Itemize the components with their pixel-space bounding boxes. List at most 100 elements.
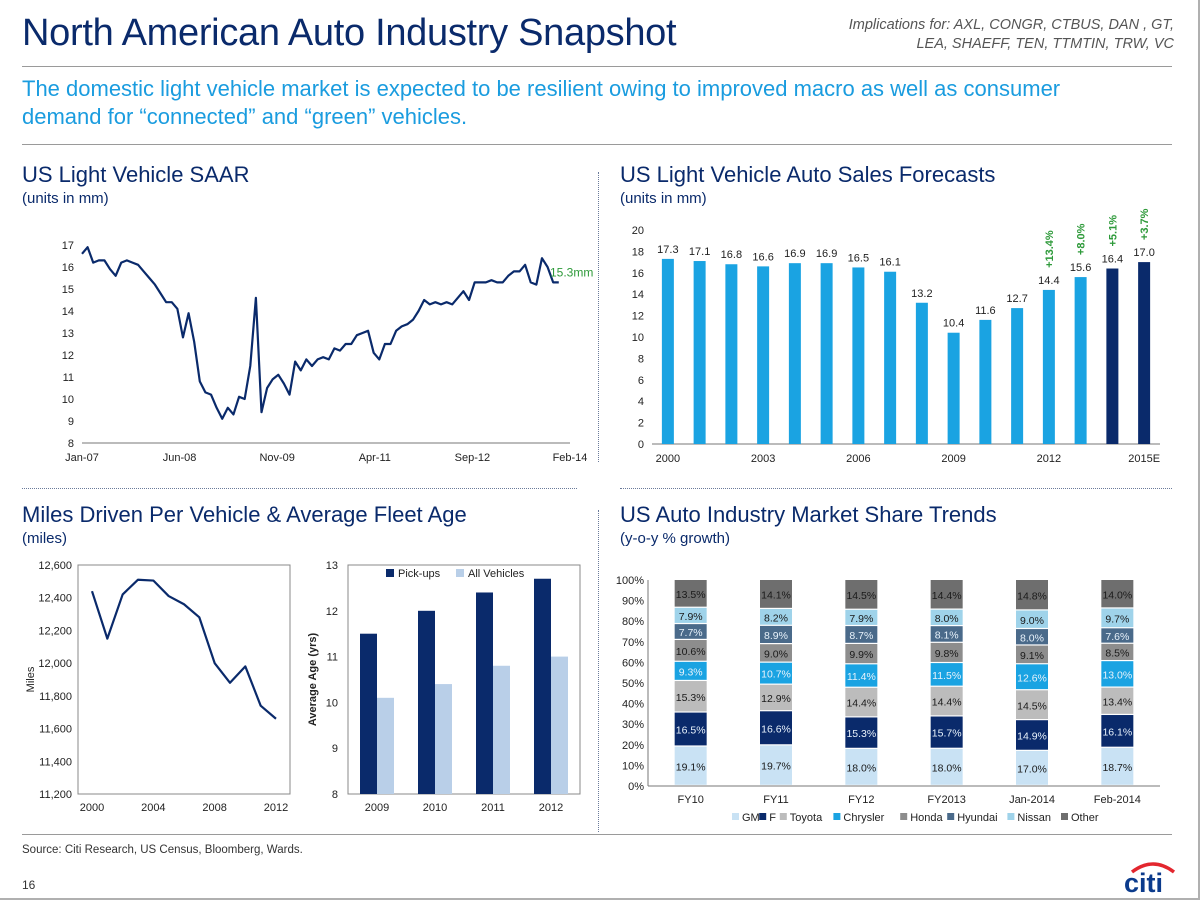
saar-y-tick-label: 11 bbox=[63, 372, 74, 384]
saar-title: US Light Vehicle SAAR bbox=[22, 162, 250, 187]
implications-line-1: Implications for: AXL, CONGR, CTBUS, DAN… bbox=[848, 17, 1174, 33]
saar-x-tick-label: Jan-07 bbox=[65, 452, 99, 464]
share-segment-label: 11.5% bbox=[932, 670, 961, 682]
share-segment-label: 9.3% bbox=[679, 666, 703, 678]
share-x-tick-label: FY11 bbox=[763, 794, 788, 806]
footer-rule bbox=[22, 834, 1172, 835]
share-segment-f bbox=[1016, 720, 1048, 750]
share-legend-label: F bbox=[769, 812, 776, 824]
miles-y-tick-label: 12,400 bbox=[38, 593, 72, 605]
sales-value-label: 17.0 bbox=[1133, 247, 1154, 259]
share-segment-label: 9.1% bbox=[1020, 650, 1044, 662]
sales-growth-label: +8.0% bbox=[1076, 223, 1088, 255]
miles-unit: (miles) bbox=[22, 530, 67, 547]
miles-y-axis-label: Miles bbox=[25, 666, 37, 692]
share-y-tick-label: 0% bbox=[628, 781, 644, 793]
sales-y-tick-label: 10 bbox=[632, 332, 644, 344]
saar-x-tick-label: Sep-12 bbox=[455, 452, 490, 464]
share-segment-hyundai bbox=[1101, 628, 1134, 643]
share-segment-other bbox=[674, 580, 707, 607]
sales-value-label: 16.9 bbox=[816, 248, 837, 260]
sales-bar-chart: 0 2 4 6 8 10 12 14 16 18 20 17.3 2000 17.1 16.8 16.6 200… bbox=[632, 208, 1160, 465]
sales-value-label: 15.6 bbox=[1070, 262, 1091, 274]
share-segment-label: 10.6% bbox=[676, 646, 706, 658]
share-segment-other bbox=[1101, 580, 1134, 608]
page-title: North American Auto Industry Snapshot bbox=[22, 12, 677, 54]
share-y-tick-label: 50% bbox=[622, 678, 644, 690]
share-segment-nissan bbox=[760, 609, 792, 625]
sales-value-label: 10.4 bbox=[943, 318, 964, 330]
share-x-tick-label: FY10 bbox=[678, 794, 704, 806]
citi-logo: citi bbox=[1124, 862, 1176, 894]
miles-y-tick-label: 11,600 bbox=[39, 724, 72, 736]
share-x-tick-label: Feb-2014 bbox=[1094, 794, 1141, 806]
saar-series-line bbox=[81, 246, 559, 420]
sales-y-tick-label: 0 bbox=[638, 439, 644, 451]
age-y-axis-label: Average Age (yrs) bbox=[307, 633, 319, 727]
horizontal-divider-left bbox=[22, 488, 577, 489]
saar-y-tick-label: 8 bbox=[68, 438, 74, 450]
sales-bar-2002 bbox=[725, 264, 738, 444]
share-segment-toyota bbox=[760, 684, 792, 711]
sales-y-tick-label: 14 bbox=[632, 289, 644, 301]
age-y-tick-label: 11 bbox=[327, 652, 338, 664]
sales-value-label: 16.5 bbox=[848, 252, 869, 264]
sales-y-tick-label: 2 bbox=[638, 418, 644, 430]
citi-logo-arc bbox=[1130, 862, 1176, 874]
saar-y-tick-label: 16 bbox=[62, 262, 74, 274]
fleet-age-bar-chart: 8 9 10 11 12 13 Average Age (yrs) 2009 2010 2011 2… bbox=[307, 560, 581, 814]
share-segment-chrysler bbox=[674, 661, 707, 680]
sales-bar-2006 bbox=[852, 267, 865, 444]
share-segment-label: 14.5% bbox=[846, 590, 876, 602]
share-segment-label: 16.5% bbox=[676, 725, 706, 737]
saar-line-chart: 8 9 10 11 12 13 14 15 16 17 Jan-07 Jun-08 Nov-09 Apr-… bbox=[62, 240, 594, 464]
share-segment-label: 8.7% bbox=[849, 630, 873, 642]
citi-logo-text: citi bbox=[1124, 868, 1163, 894]
sales-bar-2013 bbox=[1074, 277, 1087, 444]
share-y-tick-label: 10% bbox=[622, 760, 644, 772]
sales-bar-2000 bbox=[661, 258, 674, 444]
page-number: 16 bbox=[22, 878, 36, 892]
share-segment-label: 18.7% bbox=[1102, 762, 1132, 774]
share-segment-chrysler bbox=[845, 664, 878, 687]
share-segment-label: 14.4% bbox=[932, 697, 962, 709]
share-segment-label: 8.1% bbox=[935, 630, 959, 642]
share-segment-toyota bbox=[845, 687, 878, 717]
share-segment-f bbox=[674, 712, 707, 746]
share-segment-other bbox=[760, 580, 792, 608]
share-segment-label: 9.8% bbox=[935, 648, 959, 660]
age-bar-all-vehicles-2011 bbox=[493, 665, 510, 794]
sales-bar-2004 bbox=[788, 263, 801, 444]
sales-bar-2001 bbox=[693, 261, 706, 444]
share-segment-label: 8.9% bbox=[764, 630, 788, 642]
age-bar-pick-ups-2009 bbox=[360, 633, 377, 794]
miles-plot-frame bbox=[77, 564, 291, 795]
sales-bar-2008 bbox=[915, 302, 928, 444]
share-x-tick-label: Jan-2014 bbox=[1009, 794, 1055, 806]
share-segment-chrysler bbox=[930, 663, 963, 686]
share-y-tick-label: 90% bbox=[622, 596, 644, 608]
subtitle-line-2: demand for “connected” and “green” vehic… bbox=[22, 104, 468, 129]
miles-series-line bbox=[90, 578, 277, 720]
share-segment-label: 18.0% bbox=[846, 762, 876, 774]
sales-bar-2009 bbox=[947, 332, 960, 444]
share-segment-label: 14.9% bbox=[1017, 731, 1047, 743]
share-segment-nissan bbox=[845, 609, 878, 625]
share-unit: (y-o-y % growth) bbox=[620, 530, 731, 547]
share-legend-swatch bbox=[833, 813, 841, 820]
sales-value-label: 16.6 bbox=[752, 251, 773, 263]
sales-growth-label: +13.4% bbox=[1044, 230, 1056, 268]
age-legend-label: All Vehicles bbox=[468, 568, 525, 580]
share-x-tick-label: FY12 bbox=[848, 794, 874, 806]
share-legend-label: GM bbox=[742, 812, 760, 824]
share-segment-toyota bbox=[930, 686, 963, 716]
sales-x-tick-label: 2006 bbox=[846, 453, 870, 465]
share-y-tick-label: 80% bbox=[622, 616, 644, 628]
share-legend-swatch bbox=[1007, 813, 1015, 820]
title-rule bbox=[22, 66, 1172, 67]
vertical-divider-bottom bbox=[598, 510, 599, 832]
share-y-tick-label: 40% bbox=[622, 699, 644, 711]
saar-y-tick-label: 13 bbox=[62, 328, 74, 340]
share-segment-label: 9.7% bbox=[1105, 613, 1129, 625]
